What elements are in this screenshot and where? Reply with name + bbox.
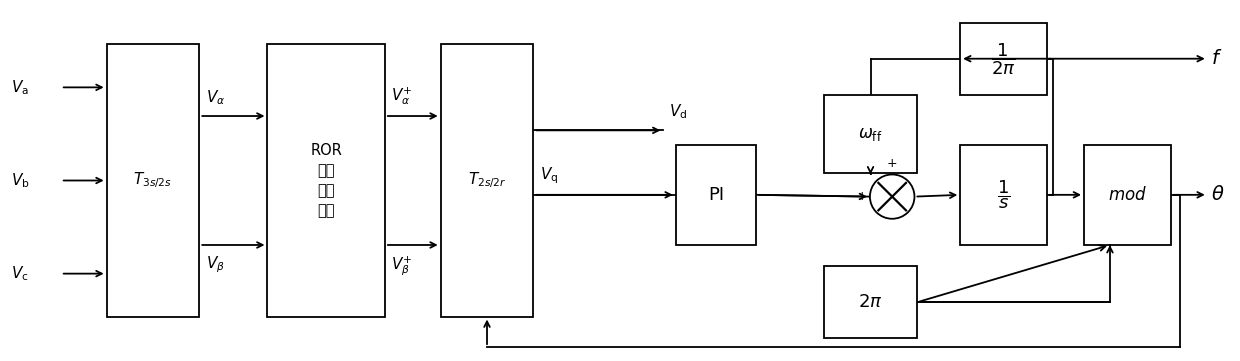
- Bar: [676, 145, 756, 245]
- Text: $V_{\rm c}$: $V_{\rm c}$: [11, 264, 29, 283]
- Text: $V_{\alpha}^{+}$: $V_{\alpha}^{+}$: [391, 85, 413, 107]
- Text: $\dfrac{1}{2\pi}$: $\dfrac{1}{2\pi}$: [991, 41, 1016, 77]
- Bar: [825, 266, 916, 338]
- Text: ROR
正序
基波
提取: ROR 正序 基波 提取: [310, 143, 342, 218]
- Bar: [268, 44, 384, 317]
- Text: $f$: $f$: [1211, 49, 1223, 68]
- Bar: [107, 44, 200, 317]
- Text: $\theta$: $\theta$: [1211, 185, 1225, 204]
- Text: $\omega_{\rm ff}$: $\omega_{\rm ff}$: [858, 125, 883, 143]
- Bar: [825, 95, 916, 173]
- Bar: [960, 23, 1047, 95]
- Text: $V_{\alpha}$: $V_{\alpha}$: [206, 88, 224, 107]
- Text: $T_{3s/2s}$: $T_{3s/2s}$: [134, 170, 172, 191]
- Ellipse shape: [870, 174, 914, 219]
- Bar: [1084, 145, 1171, 245]
- Text: $V_{\beta}^{+}$: $V_{\beta}^{+}$: [391, 254, 413, 278]
- Text: PI: PI: [708, 186, 724, 204]
- Text: $2\pi$: $2\pi$: [858, 293, 883, 311]
- Text: $mod$: $mod$: [1107, 186, 1147, 204]
- Text: $V_{\rm a}$: $V_{\rm a}$: [11, 78, 30, 97]
- Text: $V_{\rm q}$: $V_{\rm q}$: [539, 165, 558, 186]
- Text: $V_{\rm d}$: $V_{\rm d}$: [670, 103, 688, 121]
- Text: $V_{\rm b}$: $V_{\rm b}$: [11, 171, 30, 190]
- Text: $\dfrac{1}{s}$: $\dfrac{1}{s}$: [997, 178, 1011, 211]
- Bar: [960, 145, 1047, 245]
- Bar: [440, 44, 533, 317]
- Text: $T_{2s/2r}$: $T_{2s/2r}$: [467, 170, 506, 191]
- Text: $V_{\beta}$: $V_{\beta}$: [206, 254, 224, 274]
- Text: +: +: [857, 190, 868, 203]
- Text: +: +: [887, 157, 898, 170]
